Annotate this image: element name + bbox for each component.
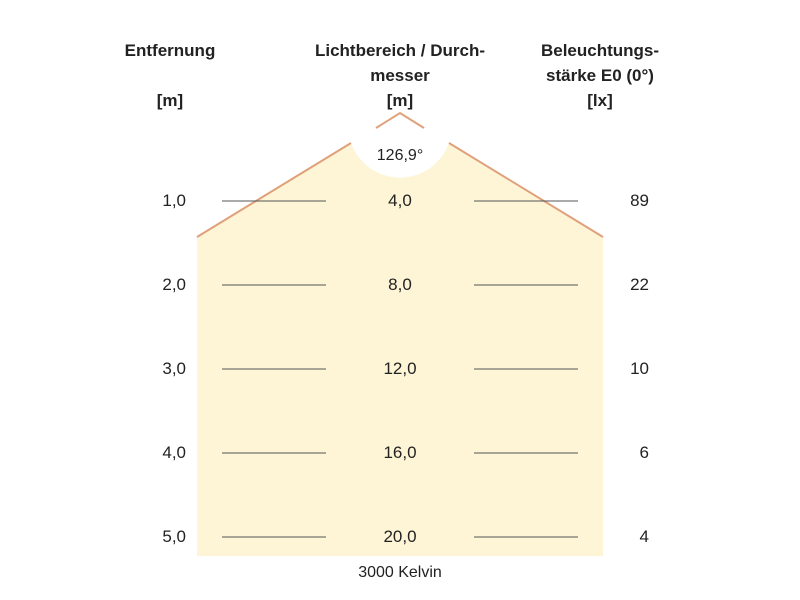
- beam-angle-label: 126,9°: [376, 147, 424, 164]
- distance-value: 1,0: [162, 191, 186, 210]
- header-beam-label-1: Lichtbereich / Durch-: [314, 41, 486, 60]
- diameter-value: 12,0: [383, 359, 417, 378]
- diameter-value: 8,0: [388, 275, 412, 294]
- header-illuminance-label-1: Beleuchtungs-: [540, 41, 660, 60]
- header-beam: Lichtbereich / Durch- messer [m]: [290, 38, 510, 113]
- distance-value: 5,0: [162, 527, 186, 546]
- illuminance-value: 22: [630, 275, 649, 294]
- header-distance: Entfernung [m]: [110, 38, 230, 113]
- header-distance-label: Entfernung: [124, 41, 216, 60]
- beam-edge-left: [196, 142, 352, 238]
- diameter-value: 16,0: [383, 443, 417, 462]
- beam-edge-top: [375, 111, 425, 129]
- beam-edge-right: [448, 142, 604, 238]
- illuminance-value: 89: [630, 191, 649, 210]
- color-temperature-label: 3000 Kelvin: [358, 564, 442, 581]
- distance-value: 3,0: [162, 359, 186, 378]
- header-beam-label-2: messer: [370, 66, 430, 85]
- row-guide-lines: [222, 200, 578, 538]
- header-beam-unit: [m]: [386, 91, 414, 110]
- light-cone-area: [197, 113, 603, 556]
- diameter-value: 20,0: [383, 527, 417, 546]
- header-illuminance-unit: [lx]: [587, 91, 613, 110]
- illuminance-value: 10: [630, 359, 649, 378]
- header-illuminance: Beleuchtungs- stärke E0 (0°) [lx]: [520, 38, 680, 113]
- illuminance-value: 4: [639, 527, 649, 546]
- header-illuminance-label-2: stärke E0 (0°): [546, 66, 654, 85]
- distance-value: 2,0: [162, 275, 186, 294]
- diameter-value: 4,0: [388, 191, 412, 210]
- angle-label-backdrop: [351, 106, 449, 178]
- header-distance-unit: [m]: [156, 91, 184, 110]
- distance-value: 4,0: [162, 443, 186, 462]
- illuminance-value: 6: [639, 443, 649, 462]
